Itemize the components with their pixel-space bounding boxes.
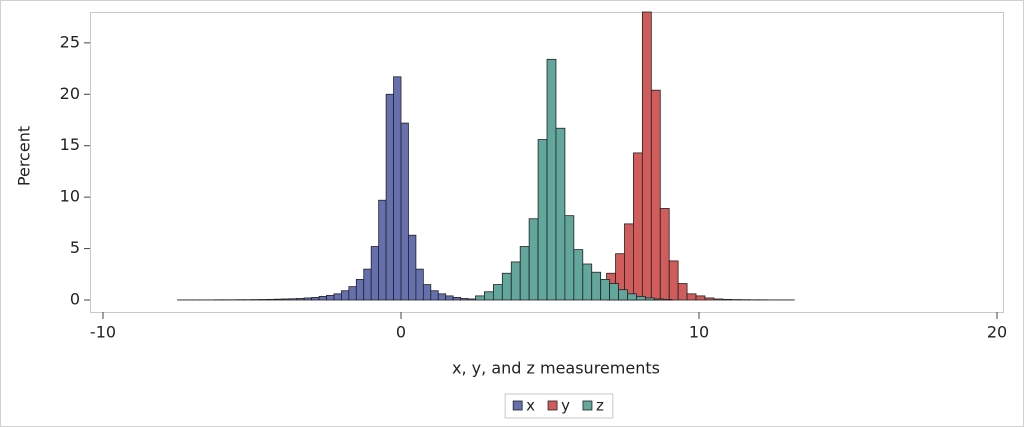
histogram-bar xyxy=(519,246,530,301)
histogram-bar xyxy=(644,297,655,301)
histogram-bar xyxy=(627,293,637,301)
histogram-bar xyxy=(400,122,409,301)
histogram-bar xyxy=(326,294,335,301)
histogram-bar xyxy=(393,76,402,301)
histogram-bar xyxy=(430,290,439,301)
legend-swatch xyxy=(547,400,558,411)
histogram-bar xyxy=(582,263,593,301)
histogram-bar xyxy=(633,152,643,301)
histogram-bar xyxy=(445,295,454,301)
histogram-bar xyxy=(415,268,424,301)
histogram-bar xyxy=(484,291,494,301)
histogram-bar xyxy=(591,271,602,301)
histogram-bar xyxy=(340,290,350,301)
legend-box xyxy=(504,393,614,419)
histogram-bar xyxy=(650,89,661,301)
histogram-bar xyxy=(281,298,290,301)
histogram-bar xyxy=(668,260,679,301)
histogram-bar xyxy=(695,295,706,301)
histogram-bar xyxy=(303,297,312,301)
histogram-bar xyxy=(501,272,512,301)
legend-label: y xyxy=(561,397,570,415)
legend-label: x xyxy=(526,397,535,415)
histogram-bar xyxy=(378,199,387,301)
histogram-bar xyxy=(460,298,469,301)
histogram-bar xyxy=(713,298,724,301)
histogram-bar xyxy=(555,127,566,301)
histogram-bar xyxy=(452,297,461,301)
histogram-bar xyxy=(467,298,476,301)
legend-swatch xyxy=(582,400,593,411)
histogram-bar xyxy=(408,234,417,301)
histogram-bar xyxy=(422,284,432,301)
x-axis-label: x, y, and z measurements xyxy=(452,359,660,378)
histogram-bar xyxy=(273,298,283,301)
histogram-bar xyxy=(528,218,539,301)
histogram-bar xyxy=(355,279,365,301)
histogram-bar xyxy=(333,293,342,301)
histogram-bar xyxy=(609,283,619,301)
legend-swatch xyxy=(512,400,523,411)
y-tick-label: 10 xyxy=(60,187,80,206)
histogram-bar xyxy=(318,295,327,301)
histogram-bar xyxy=(385,93,394,301)
histogram-bar xyxy=(537,139,548,301)
histogram-bar xyxy=(677,283,688,301)
histogram-bar xyxy=(636,295,646,301)
y-tick-label: 5 xyxy=(70,238,80,257)
x-tick-label: 10 xyxy=(689,323,709,342)
legend-label: z xyxy=(596,397,604,415)
histogram-bar xyxy=(259,299,268,301)
histogram-bar xyxy=(624,223,634,301)
histogram-bar xyxy=(266,298,275,301)
histogram-bar xyxy=(475,295,485,301)
histogram-bar xyxy=(600,279,610,301)
histogram-bar xyxy=(722,298,733,301)
histogram-bar xyxy=(370,246,380,301)
x-tick-label: 0 xyxy=(396,323,406,342)
histogram-bar xyxy=(437,293,447,301)
x-tick-label: 20 xyxy=(987,323,1007,342)
histogram-bar xyxy=(704,297,715,301)
histogram-bar xyxy=(653,298,664,301)
y-axis-label: Percent xyxy=(15,126,34,186)
histogram-bar xyxy=(662,299,673,301)
y-tick-label: 15 xyxy=(60,135,80,154)
histogram-bar xyxy=(618,289,628,301)
y-tick-label: 20 xyxy=(60,84,80,103)
histogram-bar xyxy=(546,58,557,301)
histogram-bar xyxy=(564,215,575,301)
histogram-bar xyxy=(311,297,320,301)
histogram-bar xyxy=(641,11,652,301)
y-tick-label: 0 xyxy=(70,290,80,309)
x-tick-label: -10 xyxy=(90,323,116,342)
histogram-bar xyxy=(686,293,697,301)
histogram-bar xyxy=(288,298,298,301)
histogram-bar xyxy=(348,286,357,301)
histogram-bar xyxy=(659,208,670,301)
histogram-bar xyxy=(296,298,305,301)
histogram-bar xyxy=(492,284,503,301)
histogram-bar xyxy=(510,261,521,301)
histogram-bar xyxy=(573,249,584,301)
y-tick-label: 25 xyxy=(60,32,80,51)
histogram-bar xyxy=(363,268,372,301)
